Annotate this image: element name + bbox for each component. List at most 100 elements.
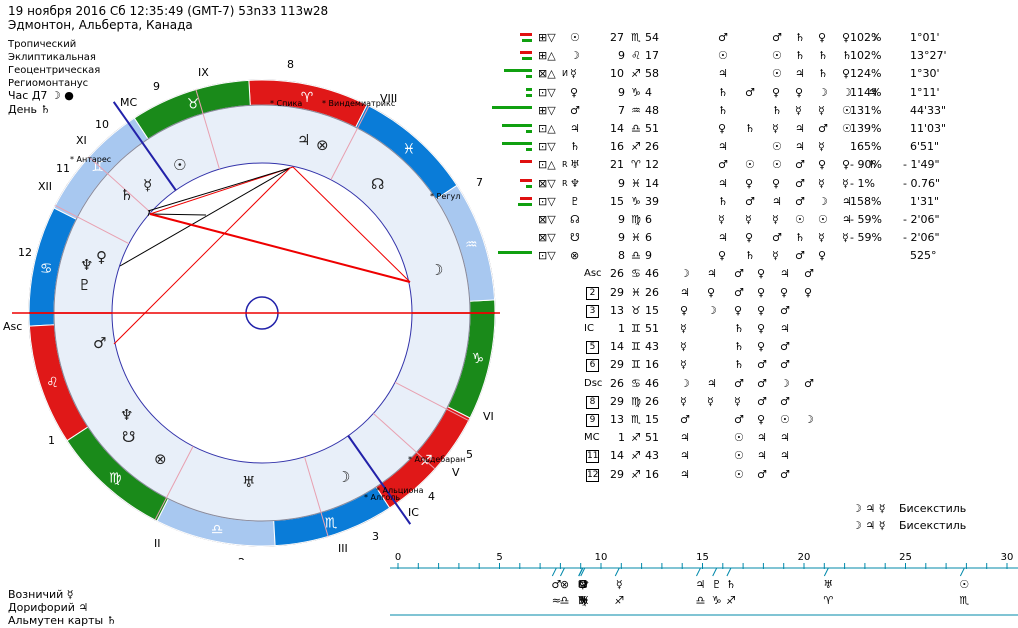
dignity-cell: ♃ bbox=[718, 231, 728, 245]
planet-glyph: ☉ bbox=[570, 31, 580, 44]
ruler-planet-glyph: ⊗ bbox=[560, 578, 569, 591]
dignity-cell: ♃ bbox=[718, 176, 728, 190]
house-degree: 13 bbox=[610, 412, 624, 426]
planet-sign: ♐ bbox=[631, 140, 641, 154]
dignity-cell: ☉ bbox=[795, 212, 805, 226]
house-sign: ♓ bbox=[631, 285, 641, 299]
planet-row: ⊡▽ ♇ 15 ♑ 39 ♄ ♂ ♃ ♂ ☽ ♃ 158% 1'31" bbox=[500, 193, 1018, 211]
planet-glyph-4: ☿ bbox=[143, 176, 152, 194]
dignity-cell: ♂ bbox=[718, 158, 728, 172]
planet-degree: 9 bbox=[618, 85, 625, 99]
house-minutes: 15 bbox=[645, 303, 659, 317]
dignity-cell: ♃ bbox=[842, 194, 852, 208]
strength-percent: 102% bbox=[850, 31, 882, 44]
dignity-bar bbox=[520, 160, 532, 164]
natal-chart-wheel[interactable]: ♈♉♊♋♌♍♎♏♐♑♒♓AscDscMCIC123456789101112III… bbox=[0, 0, 500, 560]
planetary-hour: Час Д7 ☽ ● bbox=[8, 89, 74, 102]
ruler-pointer bbox=[578, 567, 584, 577]
house-cusp-6 bbox=[55, 204, 130, 245]
ruler-pointer bbox=[712, 567, 718, 577]
house-row: 11 14 ♐ 43 ♃ ☉ ♃ ♃ bbox=[500, 447, 1018, 465]
dignity-bars bbox=[500, 47, 532, 65]
dignity-cell: ☉ bbox=[772, 49, 782, 63]
planet-degree: 9 bbox=[618, 212, 625, 226]
house-cusp-5 bbox=[88, 156, 151, 213]
jupiter-icon: ♃ bbox=[78, 601, 89, 614]
aspect-note-1: ☽ ♃ ☿ Бисекстиль bbox=[852, 502, 966, 515]
roman-VIII: VIII bbox=[380, 92, 397, 105]
dignity-cell: ♂ bbox=[757, 358, 767, 372]
roman-II: II bbox=[154, 537, 161, 550]
planet-glyph: ♂ bbox=[570, 103, 580, 117]
dignity-cell: ☽ bbox=[868, 31, 878, 44]
star-label: * Спика bbox=[270, 99, 302, 108]
strength-percent: 131% bbox=[850, 103, 882, 117]
dignity-cell: ♄ bbox=[745, 121, 755, 135]
dignity-cell: ☿ bbox=[818, 103, 825, 117]
hour-label: Час Д7 bbox=[8, 89, 48, 102]
aspect-symbols: ⊠▽ bbox=[538, 212, 556, 226]
almuten-line: Альмутен карты ♄ bbox=[8, 614, 117, 628]
planet-degree: 9 bbox=[618, 176, 625, 190]
dignity-cell: ♀ bbox=[718, 249, 727, 263]
sign-glyph-aquarius: ♒ bbox=[465, 237, 478, 253]
dignity-bars bbox=[500, 84, 532, 102]
dignity-cell: ♀ bbox=[707, 285, 716, 299]
house-key: Dsc bbox=[584, 377, 603, 389]
ruler-pointer bbox=[614, 567, 620, 577]
house-minutes: 43 bbox=[645, 340, 659, 354]
dignity-bars bbox=[498, 247, 532, 265]
planet-degree: 21 bbox=[610, 158, 624, 172]
house-sign: ♏ bbox=[631, 412, 641, 426]
house-degree: 29 bbox=[610, 394, 624, 408]
mc-label: MC bbox=[120, 96, 137, 109]
dignity-cell: ♃ bbox=[842, 212, 852, 226]
dignity-bar bbox=[526, 148, 532, 152]
sign-glyph-leo: ♌ bbox=[46, 375, 59, 391]
house-minutes: 46 bbox=[645, 376, 659, 390]
dignity-bars bbox=[500, 65, 532, 83]
ic-axis bbox=[112, 101, 177, 191]
house-sign: ♍ bbox=[631, 394, 641, 408]
roman-VI: VI bbox=[483, 410, 494, 423]
dignity-bars bbox=[500, 175, 532, 193]
planet-sign: ♒ bbox=[631, 103, 641, 117]
ruler-sign-glyph: ♈ bbox=[823, 594, 833, 607]
dignity-cell: ♃ bbox=[795, 140, 805, 154]
dignity-cell: ☉ bbox=[772, 158, 782, 172]
aspect-symbols: ⊞▽ bbox=[538, 31, 556, 44]
ruler-tick-label: 10 bbox=[595, 552, 608, 563]
planet-row: ⊠▽ ☋ 9 ♓ 6 ♃ ♀ ♂ ♄ ☿ ☿ - 59% - 2'06" bbox=[500, 229, 1018, 247]
planet-row: ⊡▽ ⊗ 8 ♎ 9 ♀ ♄ ☿ ♂ ♀ 525° bbox=[498, 247, 1018, 265]
house-sign: ♐ bbox=[631, 449, 641, 463]
dignity-cell: ♀ bbox=[795, 85, 804, 99]
ruler-planet-glyph: ♆ bbox=[580, 578, 590, 591]
dignity-cell: ☿ bbox=[680, 340, 687, 354]
ruler-sign-glyph: ♓ bbox=[578, 594, 588, 607]
ruler-tick-label: 5 bbox=[496, 552, 502, 563]
dignity-cell: ♀ bbox=[818, 158, 827, 172]
ruler-planet-glyph: ☋ bbox=[578, 578, 588, 591]
house-minutes: 26 bbox=[645, 394, 659, 408]
ruler-sign-glyph: ≈ bbox=[552, 594, 561, 607]
house-degree: 29 bbox=[610, 285, 624, 299]
house-degree: 26 bbox=[610, 376, 624, 390]
dignity-cell: ☿ bbox=[680, 394, 687, 408]
dignity-bar bbox=[526, 93, 532, 97]
ruler-planet-glyph: ☿ bbox=[616, 578, 623, 591]
dignity-cell: ♂ bbox=[745, 85, 755, 99]
dignity-cell: ☽ bbox=[818, 85, 828, 99]
dignity-cell: ♄ bbox=[772, 103, 782, 117]
setting-zodiac: Тропический bbox=[8, 39, 77, 50]
house-cusp-9 bbox=[304, 456, 329, 537]
house-row: MC 1 ♐ 51 ♃ ☉ ♃ ♃ bbox=[500, 429, 1018, 447]
planet-glyph-3: ♄ bbox=[120, 186, 133, 204]
dignity-bar bbox=[504, 69, 532, 73]
house-number-9: 9 bbox=[153, 80, 160, 93]
dignity-cell: ♂ bbox=[734, 285, 744, 299]
dignity-bars bbox=[500, 229, 532, 247]
planet-sign: ♍ bbox=[631, 212, 641, 226]
dignity-cell: ☉ bbox=[780, 412, 790, 426]
dignity-bar bbox=[520, 33, 532, 36]
dignity-cell: ☿ bbox=[842, 231, 849, 245]
